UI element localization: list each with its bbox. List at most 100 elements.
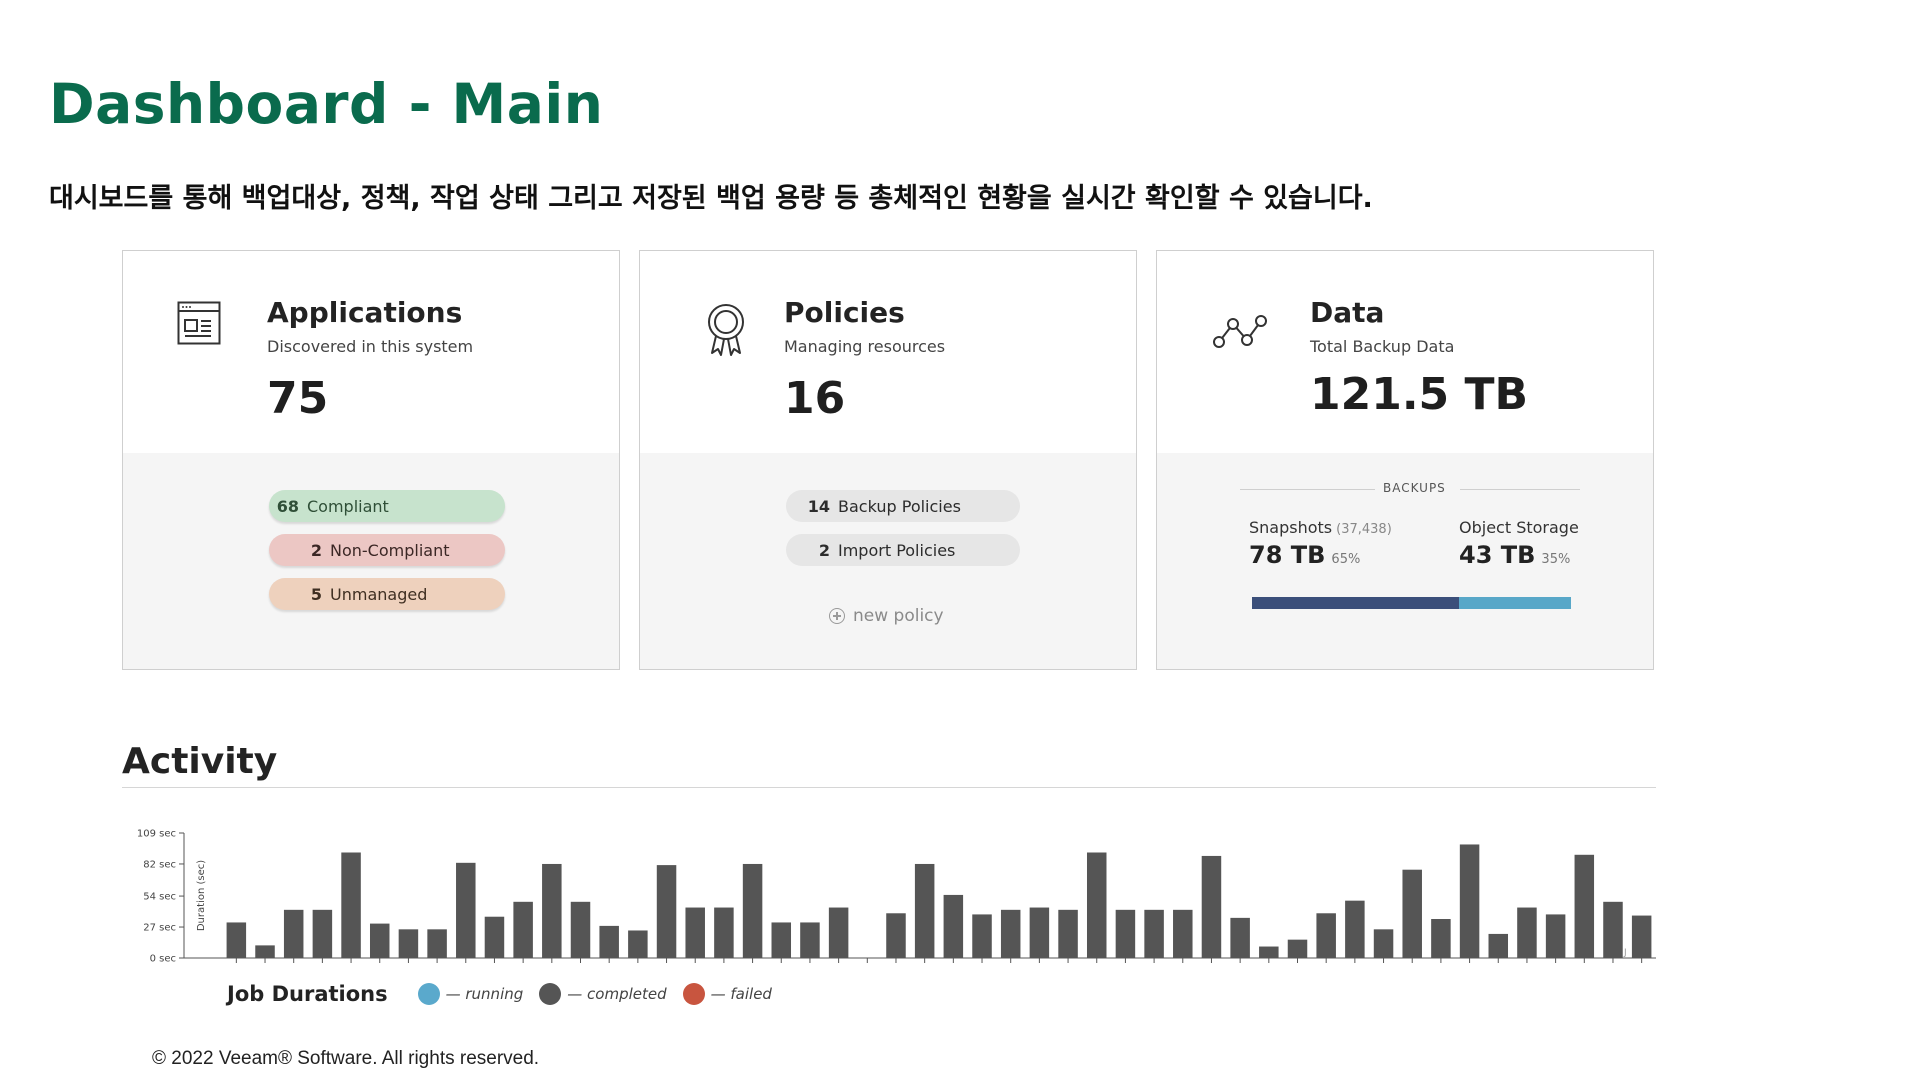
job-duration-bar[interactable]	[456, 862, 476, 958]
job-duration-bar[interactable]	[226, 922, 247, 958]
job-duration-bar[interactable]	[1144, 909, 1164, 958]
job-duration-bar[interactable]	[1459, 844, 1480, 958]
legend-failed[interactable]: — failed	[682, 983, 772, 1005]
job-duration-bar[interactable]	[369, 923, 390, 958]
unmanaged-pill[interactable]: 5 Unmanaged	[269, 578, 505, 610]
job-duration-bar[interactable]	[484, 916, 505, 958]
object-storage-value: 43 TB 35%	[1459, 541, 1570, 569]
activity-divider	[122, 787, 1656, 788]
policies-card[interactable]: Policies Managing resources 16 14 Backup…	[639, 250, 1137, 670]
page-subtitle: 대시보드를 통해 백업대상, 정책, 작업 상태 그리고 저장된 백업 용량 등…	[49, 183, 1373, 214]
job-duration-bar[interactable]	[427, 929, 447, 958]
job-duration-bar[interactable]	[341, 852, 361, 958]
backups-label: BACKUPS	[1383, 481, 1446, 495]
job-duration-bar[interactable]	[1345, 900, 1365, 958]
job-duration-bar[interactable]	[914, 863, 935, 958]
applications-subtitle: Discovered in this system	[267, 337, 474, 356]
job-duration-bar[interactable]	[714, 907, 734, 958]
compliant-count: 68	[276, 496, 299, 516]
job-duration-bar[interactable]	[1058, 909, 1078, 958]
job-duration-bar[interactable]	[1373, 929, 1394, 958]
job-duration-bar[interactable]	[283, 909, 304, 958]
job-duration-bar[interactable]	[312, 909, 333, 958]
job-duration-bar[interactable]	[1115, 909, 1136, 958]
data-card[interactable]: Data Total Backup Data 121.5 TB BACKUPS …	[1156, 250, 1654, 670]
job-duration-bar[interactable]	[886, 913, 906, 958]
job-duration-bar[interactable]	[1316, 913, 1336, 958]
job-duration-bar[interactable]	[1000, 909, 1021, 958]
job-duration-bar[interactable]	[771, 922, 792, 958]
chart-legend: Job Durations — running — completed — fa…	[227, 982, 788, 1006]
import-policies-count: 2	[818, 540, 830, 560]
non-compliant-pill[interactable]: 2 Non-Compliant	[269, 534, 505, 566]
snapshots-bar-segment	[1252, 597, 1460, 609]
import-policies-pill[interactable]: 2 Import Policies	[786, 534, 1020, 566]
job-duration-bar[interactable]	[1488, 933, 1509, 958]
divider-right	[1460, 489, 1580, 490]
y-tick-label: 0 sec	[150, 954, 176, 965]
policies-count: 16	[784, 373, 846, 424]
job-duration-bar[interactable]	[828, 907, 849, 958]
job-duration-bar[interactable]	[1631, 915, 1652, 958]
new-policy-label: new policy	[853, 606, 944, 626]
legend-title: Job Durations	[227, 982, 388, 1006]
footer-copyright: © 2022 Veeam® Software. All rights reser…	[152, 1048, 540, 1069]
snapshots-count: (37,438)	[1336, 522, 1392, 537]
applications-card[interactable]: Applications Discovered in this system 7…	[122, 250, 620, 670]
non-compliant-count: 2	[310, 540, 322, 560]
legend-completed[interactable]: — completed	[539, 983, 667, 1005]
job-duration-bar[interactable]	[656, 865, 677, 958]
legend-running[interactable]: — running	[417, 983, 524, 1005]
snapshots-value: 78 TB 65%	[1249, 541, 1360, 569]
compliant-label: Compliant	[307, 496, 389, 516]
applications-count: 75	[267, 373, 329, 424]
plus-circle-icon	[829, 608, 845, 624]
y-tick-label: 27 sec	[143, 923, 176, 934]
job-duration-bar[interactable]	[398, 929, 419, 958]
backup-policies-label: Backup Policies	[838, 496, 961, 516]
policies-title: Policies	[784, 296, 905, 329]
job-duration-bar[interactable]	[1402, 869, 1422, 958]
job-duration-bar[interactable]	[972, 914, 992, 958]
snapshots-percent: 65%	[1331, 552, 1361, 567]
job-duration-bar[interactable]	[1517, 907, 1537, 958]
job-duration-bar[interactable]	[1230, 917, 1250, 958]
compliant-pill[interactable]: 68 Compliant	[269, 490, 505, 522]
job-duration-bar[interactable]	[685, 907, 705, 958]
unmanaged-count: 5	[310, 584, 322, 604]
snapshots-label: Snapshots (37,438)	[1249, 518, 1392, 537]
job-duration-bar[interactable]	[1201, 855, 1222, 958]
job-duration-bar[interactable]	[255, 945, 275, 958]
job-duration-bar[interactable]	[1431, 919, 1451, 958]
job-duration-bar[interactable]	[513, 901, 533, 958]
y-tick-label: 82 sec	[143, 859, 176, 870]
object-storage-percent: 35%	[1541, 552, 1571, 567]
job-duration-bar[interactable]	[599, 925, 619, 958]
job-duration-bar[interactable]	[628, 930, 648, 958]
job-duration-bar[interactable]	[1029, 907, 1050, 958]
job-duration-bar[interactable]	[1173, 909, 1193, 958]
legend-running-label: — running	[445, 985, 524, 1003]
total-backup-data-value: 121.5 TB	[1310, 369, 1529, 420]
job-duration-bar[interactable]	[1259, 946, 1279, 958]
job-duration-bar[interactable]	[800, 922, 820, 958]
snapshots-size: 78 TB	[1249, 541, 1326, 569]
data-title: Data	[1310, 296, 1385, 329]
job-durations-chart: 0 sec 27 sec 54 sec 82 sec 109 sec Duration (…	[137, 829, 1656, 965]
job-duration-bar[interactable]	[1574, 854, 1595, 958]
activity-title: Activity	[122, 741, 278, 782]
job-duration-bar[interactable]	[570, 901, 591, 958]
y-axis-label: Duration (sec)	[196, 860, 207, 931]
job-duration-bar[interactable]	[1545, 914, 1566, 958]
page-title: Dashboard - Main	[49, 72, 604, 136]
job-duration-bar[interactable]	[742, 863, 763, 958]
non-compliant-label: Non-Compliant	[330, 540, 450, 560]
job-duration-bar[interactable]	[1603, 901, 1623, 958]
job-duration-bar[interactable]	[542, 863, 562, 958]
job-duration-bar[interactable]	[943, 894, 964, 958]
new-policy-button[interactable]: new policy	[829, 606, 944, 626]
job-duration-bar[interactable]	[1287, 939, 1308, 958]
data-subtitle: Total Backup Data	[1310, 337, 1455, 356]
job-duration-bar[interactable]	[1086, 852, 1107, 958]
backup-policies-pill[interactable]: 14 Backup Policies	[786, 490, 1020, 522]
